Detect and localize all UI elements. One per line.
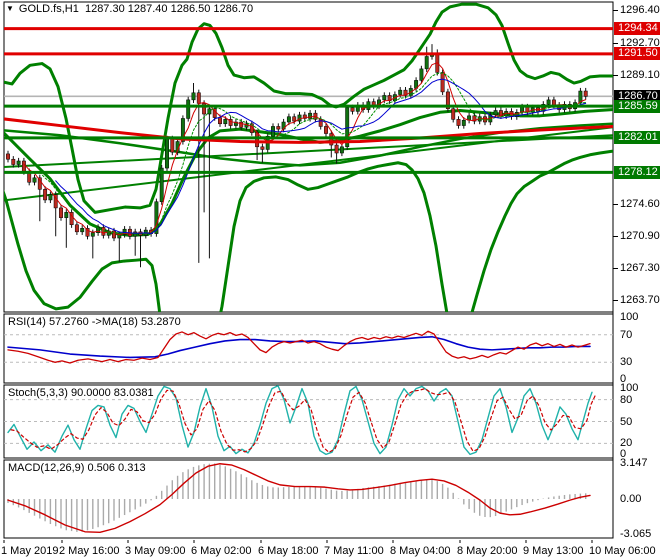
- rsi-label: RSI(14) 57.2760 ->MA(18) 53.2870: [8, 316, 181, 328]
- indicator-scale-tick: 0: [620, 373, 627, 385]
- symbol-label: GOLD.fs,H1: [18, 3, 79, 15]
- time-label: 6 May 18:00: [258, 545, 319, 557]
- rsi-panel[interactable]: [4, 330, 613, 364]
- price-tick: 1289.10: [620, 69, 660, 82]
- indicator-scale-tick: 100: [620, 382, 639, 394]
- time-label: 10 May 06:00: [589, 545, 656, 557]
- time-label: 7 May 11:00: [324, 545, 384, 557]
- price-tick: 1270.90: [620, 230, 660, 243]
- indicator-scale-tick: 70: [620, 328, 633, 341]
- panel-border: [3, 384, 614, 459]
- price-level-badge: 1294.34: [614, 22, 660, 36]
- time-label: 1 May 2019: [1, 545, 59, 557]
- price-tick: 1267.30: [620, 262, 660, 275]
- current-price-badge: 1286.70: [614, 89, 660, 103]
- price-tick-mark: [613, 75, 618, 77]
- price-level-badge: 1278.12: [614, 165, 660, 179]
- chart-title: ▼ GOLD.fs,H1 1287.30 1287.40 1286.50 1286…: [6, 3, 253, 15]
- symbol-dropdown-icon[interactable]: ▼: [6, 4, 14, 13]
- price-tick: 1296.40: [620, 4, 660, 17]
- time-label: 2 May 16:00: [59, 545, 120, 557]
- indicator-scale-tick: 100: [620, 311, 639, 323]
- indicator-scale-tick: 20: [620, 437, 633, 450]
- time-label: 9 May 13:00: [523, 545, 584, 557]
- price-tick-mark: [613, 300, 618, 302]
- time-label: 6 May 02:00: [191, 545, 252, 557]
- panel-border: [3, 1, 614, 313]
- indicator-scale-tick: 50: [620, 415, 633, 428]
- time-label: 3 May 09:00: [125, 545, 186, 557]
- indicator-scale-tick: 0: [620, 448, 627, 460]
- indicator-scale-tick: 30: [620, 356, 633, 369]
- price-level-badge: 1282.01: [614, 131, 660, 145]
- indicator-scale-tick: 3.147: [620, 457, 648, 470]
- indicator-scale-tick: 80: [620, 393, 633, 406]
- macd-label: MACD(12,26,9) 0.506 0.313: [8, 462, 146, 474]
- main-price-panel[interactable]: [0, 2, 613, 346]
- price-level-badge: 1285.59: [614, 99, 660, 113]
- price-tick-mark: [613, 236, 618, 238]
- indicator-scale-tick: -3.065: [620, 527, 652, 540]
- stoch-panel[interactable]: [4, 385, 613, 456]
- time-label: 8 May 04:00: [390, 545, 451, 557]
- price-tick-mark: [613, 268, 618, 270]
- time-label: 8 May 20:00: [457, 545, 518, 557]
- ohlc-values: 1287.30 1287.40 1286.50 1286.70: [84, 3, 254, 15]
- price-tick: 1263.70: [620, 294, 660, 307]
- indicator-scale-tick: 0.00: [620, 493, 642, 505]
- macd-panel[interactable]: [7, 463, 591, 534]
- stoch-label: Stoch(5,3,3) 90.0000 83.0381: [8, 387, 154, 399]
- price-tick: 1292.70: [620, 37, 660, 50]
- price-level-badge: 1291.50: [614, 47, 660, 61]
- price-tick-mark: [613, 43, 618, 45]
- price-tick-mark: [613, 10, 618, 12]
- price-tick: 1274.60: [620, 197, 660, 210]
- price-tick-mark: [613, 203, 618, 205]
